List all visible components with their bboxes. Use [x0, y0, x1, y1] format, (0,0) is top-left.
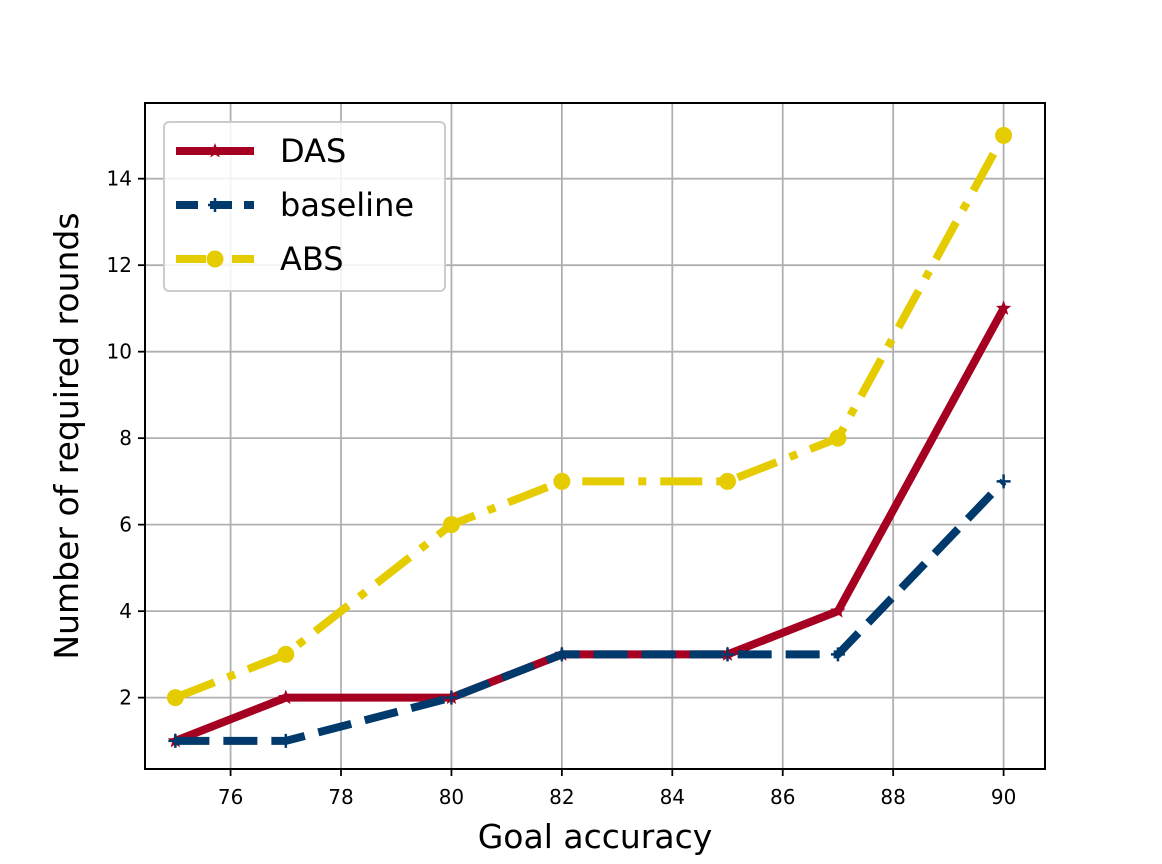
y-tick-label: 4 — [119, 599, 132, 623]
data-point — [830, 647, 845, 662]
data-point — [995, 126, 1013, 144]
data-point — [719, 472, 737, 490]
data-point — [168, 733, 183, 748]
data-point — [829, 429, 847, 447]
data-point — [554, 647, 569, 662]
legend-label: baseline — [280, 186, 414, 224]
plot-frame — [144, 102, 1046, 770]
data-point — [995, 300, 1012, 315]
y-tick-label: 12 — [107, 253, 132, 277]
legend-label: ABS — [280, 240, 344, 278]
legend-entry: DAS — [176, 132, 346, 170]
data-point — [278, 689, 294, 705]
y-tick-label: 10 — [107, 340, 132, 364]
x-tick-label: 84 — [660, 785, 685, 809]
data-point — [277, 645, 295, 663]
legend-frame — [163, 121, 446, 292]
x-tick-label: 78 — [328, 785, 353, 809]
y-tick-label: 6 — [119, 513, 132, 537]
legend-entry: baseline — [176, 186, 414, 224]
x-tick-label: 82 — [549, 785, 574, 809]
data-point — [278, 733, 293, 748]
data-point — [444, 690, 459, 705]
data-point — [996, 474, 1011, 489]
series-ABS — [166, 126, 1013, 707]
series-baseline — [168, 474, 1011, 748]
legend-entry: ABS — [176, 240, 344, 278]
x-tick-label: 80 — [439, 785, 464, 809]
x-tick-label: 90 — [991, 785, 1016, 809]
data-point — [166, 689, 184, 707]
x-tick-label: 86 — [770, 785, 795, 809]
y-axis-title: Number of required rounds — [47, 212, 86, 659]
x-tick-label: 76 — [218, 785, 243, 809]
y-tick-label: 2 — [119, 686, 132, 710]
data-point — [830, 603, 846, 618]
series-layer — [166, 126, 1013, 748]
legend-marker — [206, 250, 224, 268]
data-point — [720, 647, 735, 662]
axis-ticks: 76 78 80 82 84 86 88 90 2 4 6 8 10 12 14 — [107, 167, 1017, 809]
legend: DAS baseline ABS — [163, 121, 446, 292]
legend-marker — [207, 143, 223, 158]
legend-label: DAS — [280, 132, 346, 170]
y-tick-label: 8 — [119, 426, 132, 450]
x-axis-title: Goal accuracy — [478, 817, 713, 856]
legend-marker — [208, 198, 222, 212]
data-point — [442, 516, 460, 534]
y-tick-label: 14 — [107, 167, 132, 191]
data-point — [553, 472, 571, 490]
x-tick-label: 88 — [880, 785, 905, 809]
